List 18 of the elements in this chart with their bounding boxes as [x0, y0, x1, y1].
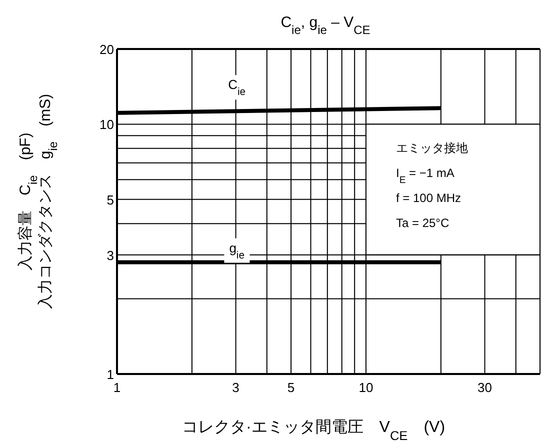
- series-label: g$_{ie}$: [224, 238, 250, 263]
- series-label: C$_{ie}$: [228, 77, 246, 98]
- annotation: エミッタ接地: [396, 141, 468, 156]
- x-tick-label: 10: [358, 380, 374, 395]
- y-tick-label: 20: [100, 42, 114, 57]
- text: コレクタ·エミッタ間電圧 V$_{CE}$ (V): [182, 419, 446, 442]
- annotation: f = 100 MHz: [396, 191, 462, 206]
- annotation: I$_{E}$ = −1 mA: [396, 166, 454, 186]
- y-tick-label: 5: [106, 192, 114, 208]
- chart-title: C$_{ie}$, g$_{ie}$ – V$_{CE}$: [280, 14, 370, 37]
- series-label: g$_{ie}$: [229, 240, 245, 261]
- annotation: Ta = 25°C: [396, 216, 450, 230]
- y-tick-label: 10: [100, 117, 114, 132]
- x-tick-label: 30: [478, 380, 492, 395]
- y-tick-label: 1: [106, 367, 114, 382]
- x-tick-label: 3: [232, 380, 240, 395]
- y-tick-label: 3: [106, 248, 114, 263]
- x-tick-label: 5: [287, 380, 295, 395]
